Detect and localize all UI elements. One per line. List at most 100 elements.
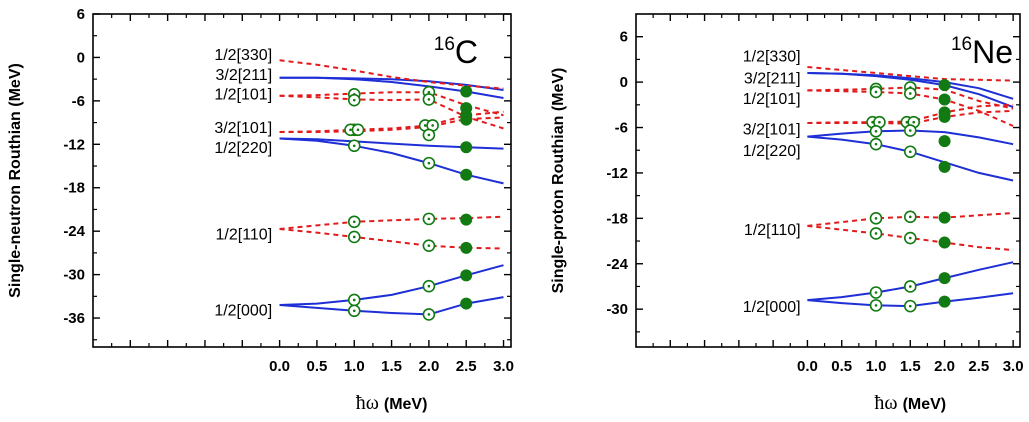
open-marker-dot <box>874 304 878 307</box>
x-tick-label: 0.5 <box>306 358 327 375</box>
filled-marker <box>460 213 473 226</box>
open-marker-dot <box>874 142 878 146</box>
nucleus-label: 16Ne <box>951 34 1013 70</box>
level-label: 3/2[101] <box>214 120 272 137</box>
filled-marker <box>938 93 951 106</box>
open-marker-dot <box>349 128 352 132</box>
open-marker-dot <box>908 285 912 288</box>
level-label: 1/2[101] <box>743 91 801 108</box>
level-label: 1/2[000] <box>214 302 272 319</box>
open-marker-dot <box>908 304 912 308</box>
level-label: 1/2[101] <box>214 87 272 104</box>
open-marker-dot <box>427 90 431 94</box>
open-marker-dot <box>423 124 427 127</box>
x-axis-label: ħω (MeV) <box>356 392 428 414</box>
open-marker-dot <box>874 291 878 294</box>
filled-marker <box>938 236 951 249</box>
y-tick-label: 6 <box>77 6 85 23</box>
open-marker-dot <box>352 220 356 224</box>
nucleus-symbol: C <box>455 34 478 70</box>
level-label: 1/2[000] <box>743 299 801 316</box>
open-marker-dot <box>352 235 356 239</box>
level-label: 1/2[330] <box>214 47 272 64</box>
open-marker-dot <box>908 150 912 154</box>
open-marker-dot <box>908 215 912 219</box>
open-marker-dot <box>427 133 431 137</box>
x-tick-label: 2.0 <box>934 358 955 375</box>
solid-series-3 <box>807 135 1014 182</box>
x-tick-label: 1.5 <box>900 358 921 375</box>
y-axis-label: Single-neutron Routhian (MeV) <box>7 63 24 298</box>
filled-marker <box>938 211 951 224</box>
y-tick-label: -36 <box>63 310 85 327</box>
filled-marker <box>938 110 951 123</box>
open-marker-dot <box>427 244 431 247</box>
filled-marker <box>460 269 473 282</box>
filled-marker <box>460 113 473 126</box>
y-tick-label: -18 <box>63 180 85 197</box>
y-tick-label: -6 <box>72 93 85 110</box>
x-axis-symbol: ħω <box>874 392 902 414</box>
solid-series-1 <box>807 72 1014 109</box>
y-tick-label: -12 <box>63 136 85 153</box>
nucleus-label: 16C <box>434 34 478 70</box>
y-tick-label: -12 <box>606 165 628 182</box>
x-tick-label: 2.5 <box>456 358 477 375</box>
x-tick-label: 3.0 <box>1003 358 1024 375</box>
dashed-series-7 <box>279 91 504 117</box>
open-marker-dot <box>908 236 912 240</box>
open-marker-dot <box>878 120 881 124</box>
open-marker-dot <box>912 120 916 124</box>
open-marker-dot <box>356 128 360 132</box>
y-tick-label: -18 <box>606 210 628 227</box>
y-tick-label: -24 <box>606 256 628 273</box>
y-tick-label: -6 <box>615 120 628 137</box>
open-marker-dot <box>874 130 878 133</box>
panel-1: 6 0 -6 -12 -18 -24 -30 0.0 0.5 1.0 1.5 2.0 2.5 3.0 1/2… <box>550 13 1024 414</box>
level-label: 1/2[220] <box>214 140 272 157</box>
x-tick-label: 0.0 <box>269 358 290 375</box>
y-tick-label: -24 <box>63 223 85 240</box>
x-axis-unit: (MeV) <box>384 396 428 413</box>
x-tick-label: 2.5 <box>968 358 989 375</box>
open-marker-dot <box>427 313 431 316</box>
filled-marker <box>938 272 951 285</box>
dashed-series-12 <box>279 228 504 250</box>
open-marker-dot <box>352 98 356 102</box>
open-marker-dot <box>427 284 431 288</box>
nucleus-mass: 16 <box>434 34 455 55</box>
x-axis-symbol: ħω <box>356 392 384 414</box>
filled-marker <box>460 297 473 310</box>
filled-marker <box>938 135 951 148</box>
open-marker-dot <box>427 98 431 101</box>
nucleus-mass: 16 <box>951 34 972 55</box>
level-label: 1/2[220] <box>743 143 801 160</box>
x-axis-unit: (MeV) <box>903 396 947 413</box>
open-marker-dot <box>874 232 878 235</box>
open-marker-dot <box>352 144 356 148</box>
dashed-series-10 <box>279 116 504 133</box>
filled-marker <box>460 85 473 98</box>
dashed-series-11 <box>279 215 504 230</box>
filled-marker <box>460 241 473 254</box>
level-label: 1/2[110] <box>216 226 273 243</box>
x-axis-label: ħω (MeV) <box>874 392 946 414</box>
x-tick-label: 1.5 <box>381 358 402 375</box>
level-label: 1/2[330] <box>743 49 801 66</box>
level-label: 3/2[211] <box>744 71 801 88</box>
y-tick-label: 6 <box>620 29 628 46</box>
y-tick-label: -30 <box>606 301 628 318</box>
x-tick-label: 1.0 <box>866 358 887 375</box>
level-label: 3/2[211] <box>216 67 273 84</box>
open-marker-dot <box>908 129 912 132</box>
open-marker-dot <box>427 217 431 221</box>
nucleus-symbol: Ne <box>972 34 1013 70</box>
open-marker-dot <box>431 124 434 127</box>
filled-marker <box>460 141 473 154</box>
open-marker-dot <box>352 298 356 302</box>
level-label: 3/2[101] <box>743 121 801 138</box>
panel-0: 6 0 -6 -12 -18 -24 -30 -36 0.0 0.5 1.0 1.5 2.0 2.5 3.0… <box>7 6 514 414</box>
open-marker-dot <box>352 309 356 313</box>
open-marker-dot <box>874 90 878 94</box>
